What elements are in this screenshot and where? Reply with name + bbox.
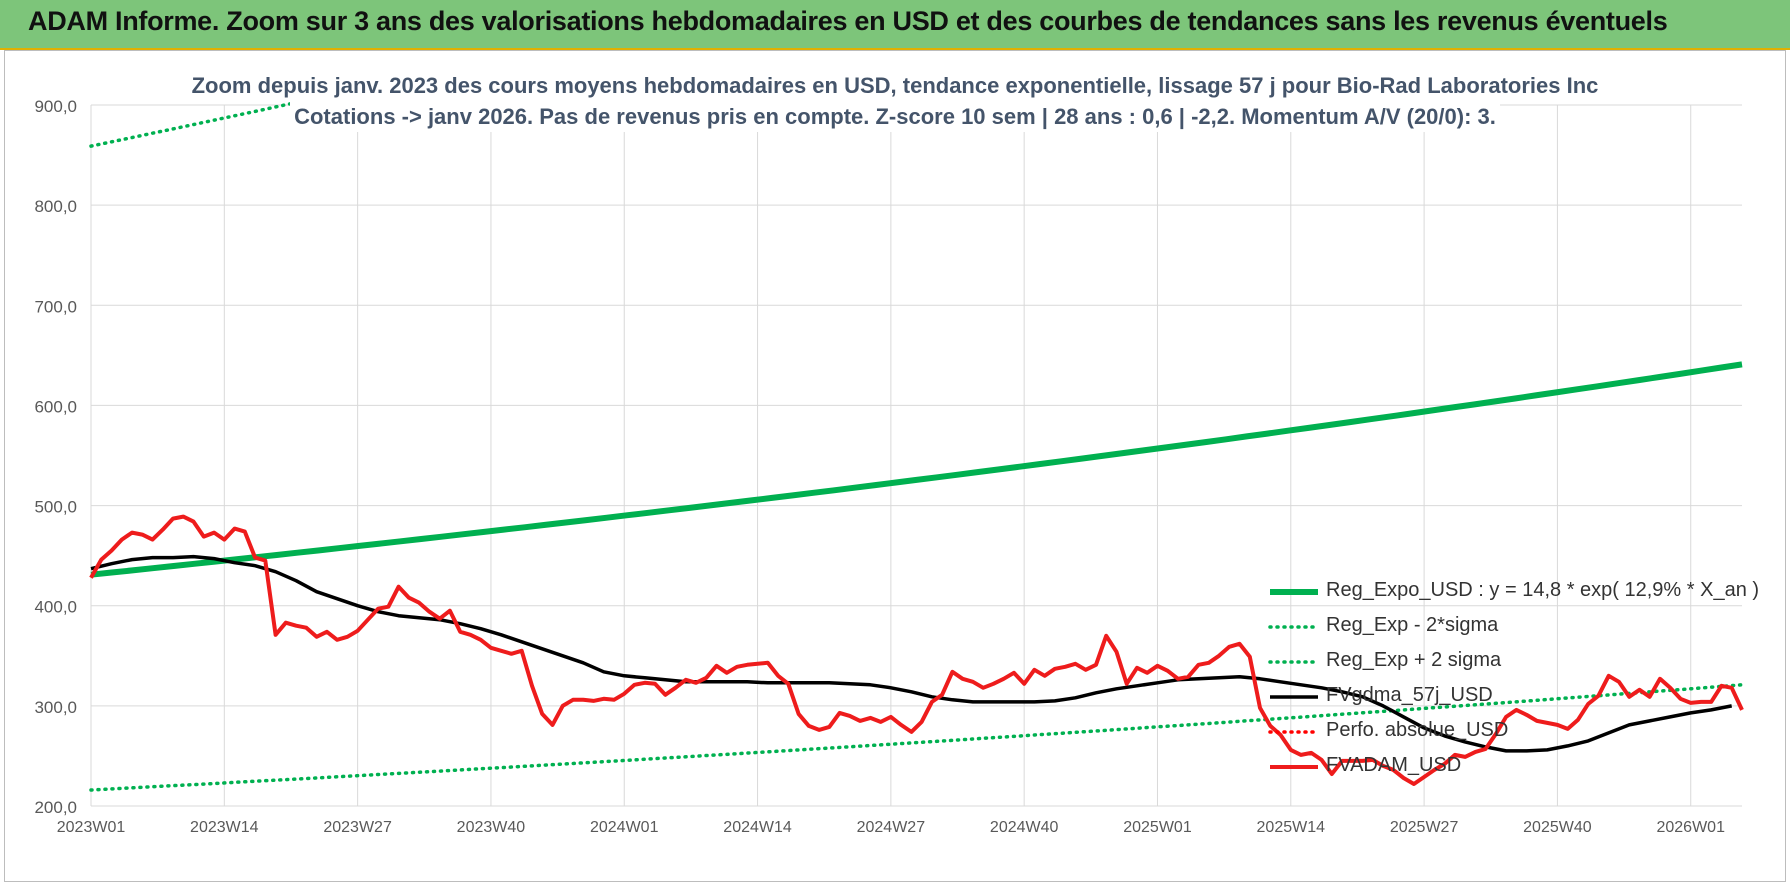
x-tick-label: 2024W14 — [723, 819, 792, 836]
series-line-fvgdma-57j-usd — [90, 554, 1733, 753]
series-line-reg-exp — [89, 96, 335, 148]
legend-swatch — [1270, 589, 1318, 595]
y-tick-label: 300,0 — [34, 698, 77, 717]
banner-title: ADAM Informe. Zoom sur 3 ans des valoris… — [28, 6, 1668, 36]
x-tick-label: 2024W27 — [857, 819, 926, 836]
y-tick-label: 500,0 — [34, 498, 77, 517]
y-axis-ticks: 200,0 300,0 400,0 500,0 600,0 700,0 800,0 900,0 — [34, 97, 77, 817]
x-tick-label: 2025W01 — [1123, 819, 1192, 836]
x-tick-label: 2023W14 — [190, 819, 259, 836]
header-banner: ADAM Informe. Zoom sur 3 ans des valoris… — [0, 0, 1790, 50]
legend-swatch — [1268, 730, 1320, 734]
legend-label: Reg_Expo_USD : y = 14,8 * exp( 12,9% * X… — [1326, 579, 1760, 601]
legend-label: FVgdma_57j_USD — [1326, 684, 1493, 706]
series-line-reg-expo-usd — [90, 361, 1743, 578]
x-tick-label: 2025W40 — [1523, 819, 1592, 836]
x-tick-label: 2026W01 — [1656, 819, 1725, 836]
legend-swatch — [1268, 660, 1320, 664]
chart-area-border — [4, 50, 1786, 882]
x-axis-ticks: 2023W01 2023W14 2023W27 2023W40 2024W01 2024W… — [57, 819, 1725, 836]
legend-label: Reg_Exp - 2*sigma — [1326, 614, 1499, 636]
y-tick-label: 400,0 — [34, 598, 77, 617]
x-tick-label: 2023W01 — [57, 819, 126, 836]
x-tick-label: 2023W40 — [457, 819, 526, 836]
legend-label: FVADAM_USD — [1326, 754, 1462, 776]
legend-label: Reg_Exp + 2 sigma — [1326, 649, 1502, 671]
series-line-fvadam-usd — [89, 514, 1744, 786]
x-tick-label: 2023W27 — [323, 819, 392, 836]
x-tick-label: 2025W14 — [1257, 819, 1326, 836]
gridlines — [90, 104, 1742, 807]
legend-swatch — [1270, 765, 1318, 769]
y-tick-label: 800,0 — [34, 197, 77, 216]
x-tick-label: 2024W40 — [990, 819, 1059, 836]
x-tick-label: 2025W27 — [1390, 819, 1459, 836]
y-tick-label: 900,0 — [34, 97, 77, 116]
x-tick-label: 2024W01 — [590, 819, 659, 836]
y-tick-label: 600,0 — [34, 397, 77, 416]
y-tick-label: 200,0 — [34, 798, 77, 817]
legend-swatch — [1270, 695, 1318, 699]
series-layer — [89, 96, 1744, 792]
legend-swatch — [1268, 625, 1320, 629]
legend-label: Perfo. absolue_USD — [1326, 719, 1509, 741]
series-line-reg-exp — [89, 683, 1744, 792]
y-tick-label: 700,0 — [34, 297, 77, 316]
